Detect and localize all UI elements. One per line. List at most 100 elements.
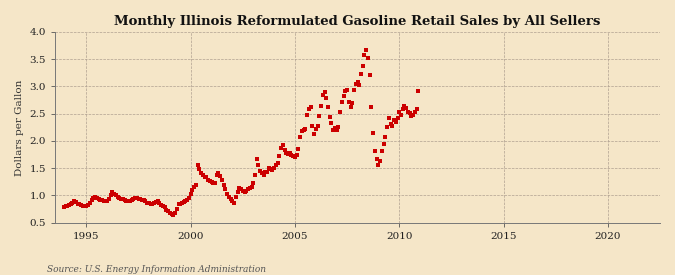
- Point: [402, 109, 413, 114]
- Point: [192, 163, 203, 167]
- Point: [208, 181, 219, 186]
- Point: [166, 212, 177, 216]
- Point: [259, 172, 269, 177]
- Point: [328, 127, 339, 132]
- Point: [93, 197, 104, 202]
- Point: [338, 94, 349, 98]
- Point: [371, 157, 382, 161]
- Point: [217, 178, 227, 182]
- Point: [159, 205, 170, 209]
- Point: [356, 72, 367, 76]
- Point: [357, 64, 368, 68]
- Point: [163, 208, 173, 213]
- Point: [194, 167, 205, 172]
- Point: [197, 173, 208, 177]
- Point: [392, 115, 403, 120]
- Point: [130, 196, 140, 200]
- Point: [128, 197, 138, 201]
- Point: [180, 199, 191, 203]
- Point: [314, 114, 325, 119]
- Point: [274, 154, 285, 158]
- Point: [171, 206, 182, 211]
- Point: [377, 149, 387, 153]
- Point: [373, 163, 384, 167]
- Point: [205, 178, 215, 183]
- Point: [111, 193, 122, 198]
- Point: [241, 188, 252, 193]
- Point: [187, 188, 198, 192]
- Point: [331, 127, 342, 132]
- Point: [383, 115, 394, 120]
- Point: [248, 181, 259, 186]
- Point: [272, 161, 283, 165]
- Point: [304, 107, 315, 112]
- Point: [153, 199, 163, 204]
- Point: [157, 204, 168, 208]
- Point: [385, 121, 396, 126]
- Point: [387, 123, 398, 128]
- Point: [86, 198, 97, 202]
- Point: [84, 200, 95, 205]
- Point: [251, 157, 262, 162]
- Point: [74, 202, 85, 207]
- Point: [232, 190, 243, 194]
- Point: [319, 90, 330, 94]
- Point: [165, 211, 176, 215]
- Point: [307, 124, 318, 128]
- Point: [310, 127, 321, 131]
- Point: [215, 174, 225, 178]
- Point: [107, 190, 118, 194]
- Point: [175, 202, 186, 206]
- Point: [295, 134, 306, 139]
- Point: [390, 120, 401, 124]
- Point: [413, 89, 424, 93]
- Point: [91, 196, 102, 200]
- Point: [156, 202, 167, 207]
- Point: [161, 207, 171, 212]
- Point: [337, 100, 348, 104]
- Y-axis label: Dollars per Gallon: Dollars per Gallon: [15, 79, 24, 175]
- Point: [378, 141, 389, 146]
- Point: [256, 170, 267, 175]
- Point: [333, 125, 344, 130]
- Point: [230, 194, 241, 199]
- Point: [90, 195, 101, 199]
- Point: [173, 202, 184, 207]
- Point: [115, 197, 126, 201]
- Point: [375, 158, 385, 163]
- Point: [138, 198, 149, 203]
- Point: [381, 125, 392, 130]
- Point: [79, 204, 90, 208]
- Point: [97, 198, 107, 203]
- Point: [347, 101, 358, 105]
- Point: [151, 200, 161, 204]
- Point: [65, 202, 76, 207]
- Point: [290, 155, 300, 160]
- Point: [396, 113, 406, 117]
- Point: [246, 185, 257, 189]
- Point: [293, 146, 304, 151]
- Point: [302, 112, 313, 117]
- Point: [305, 105, 316, 109]
- Point: [71, 200, 82, 204]
- Point: [178, 200, 189, 204]
- Point: [350, 81, 361, 86]
- Point: [142, 200, 153, 205]
- Point: [123, 199, 134, 204]
- Point: [286, 152, 297, 157]
- Point: [324, 115, 335, 119]
- Point: [102, 199, 113, 203]
- Point: [267, 168, 278, 172]
- Point: [369, 148, 380, 153]
- Point: [380, 134, 391, 139]
- Point: [225, 197, 236, 202]
- Point: [154, 201, 165, 205]
- Point: [132, 196, 142, 200]
- Point: [100, 199, 111, 204]
- Point: [275, 145, 286, 150]
- Point: [144, 201, 155, 205]
- Point: [83, 202, 94, 207]
- Point: [284, 151, 295, 155]
- Point: [354, 82, 364, 87]
- Point: [263, 166, 274, 170]
